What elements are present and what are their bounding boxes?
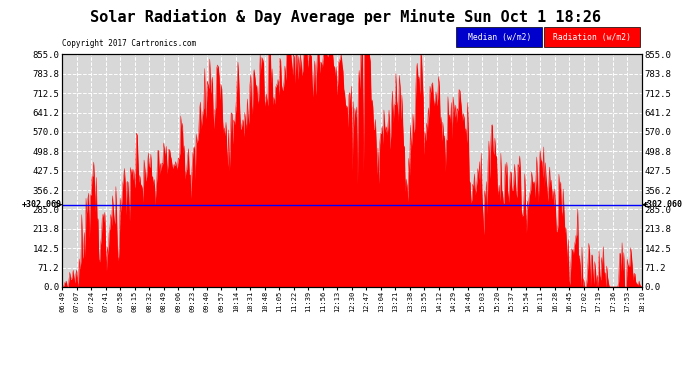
Text: Copyright 2017 Cartronics.com: Copyright 2017 Cartronics.com	[62, 39, 196, 48]
Text: Median (w/m2): Median (w/m2)	[468, 33, 531, 42]
Text: +302.060: +302.060	[21, 200, 61, 209]
Text: +302.060: +302.060	[642, 200, 682, 209]
Text: Radiation (w/m2): Radiation (w/m2)	[553, 33, 631, 42]
Text: Solar Radiation & Day Average per Minute Sun Oct 1 18:26: Solar Radiation & Day Average per Minute…	[90, 9, 600, 26]
